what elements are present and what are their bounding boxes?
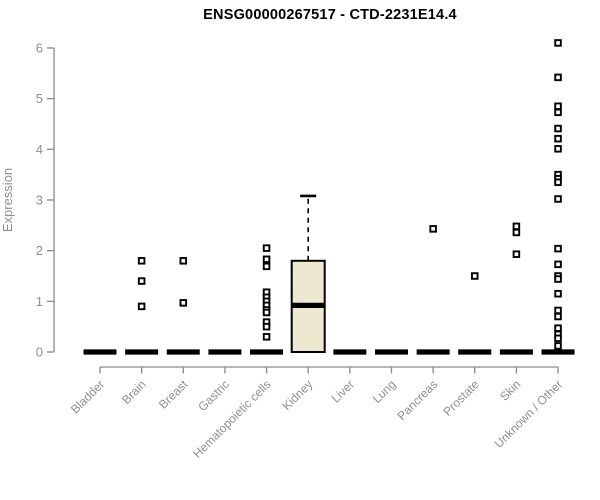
outlier-point-hematopoietic-cells [262,308,271,317]
outlier-point-unknown-other [554,134,562,143]
outlier-point-pancreas [429,225,437,233]
outlier-point-unknown-other [554,195,562,203]
x-tick-label-prostate: Prostate [440,377,482,419]
x-tick-label-pancreas: Pancreas [394,377,440,423]
outlier-point-skin [512,250,521,258]
outlier-point-unknown-other [554,275,562,283]
outlier-point-unknown-other [554,73,562,82]
x-tick-label-skin: Skin [497,377,523,403]
outlier-point-unknown-other [554,108,562,117]
outlier-point-unknown-other [554,289,562,298]
y-tick-label: 0 [36,345,43,360]
outlier-point-brain [137,277,146,285]
outlier-point-hematopoietic-cells [262,255,271,264]
outlier-point-unknown-other [554,306,562,315]
outlier-point-unknown-other [554,334,562,343]
x-tick-label-lung: Lung [370,377,399,406]
outlier-point-unknown-other [554,39,562,47]
y-tick-label: 6 [36,40,43,55]
chart-title: ENSG00000267517 - CTD-2231E14.4 [203,7,457,23]
outlier-point-unknown-other [554,342,562,350]
outlier-point-breast [179,257,188,265]
outlier-point-unknown-other [554,145,562,153]
outlier-point-prostate [471,272,479,280]
outlier-point-unknown-other [554,324,562,332]
outlier-point-breast [179,299,188,307]
x-tick-label-liver: Liver [329,377,357,405]
x-tick-label-brain: Brain [119,377,149,407]
outlier-point-brain [137,302,146,311]
x-tick-label-gastric: Gastric [195,377,232,414]
y-tick-label: 1 [36,294,43,309]
y-tick-label: 2 [36,243,43,258]
outlier-point-unknown-other [554,244,562,253]
outlier-point-skin [512,228,521,237]
outlier-point-skin [512,222,521,231]
outlier-point-unknown-other [554,124,562,133]
x-tick-label-hematopoietic-cells: Hematopoietic cells [190,377,273,460]
y-tick-label: 3 [36,192,43,207]
outlier-point-hematopoietic-cells [262,244,271,252]
outlier-point-unknown-other [554,260,562,269]
outlier-point-hematopoietic-cells [262,322,271,331]
y-tick-label: 5 [36,91,43,106]
outlier-point-unknown-other [554,102,562,111]
x-tick-label-breast: Breast [156,377,191,412]
outlier-point-brain [137,257,146,265]
x-tick-label-bladder: Bladder [68,377,107,416]
outlier-point-hematopoietic-cells [262,262,271,271]
y-tick-label: 4 [36,142,43,157]
outlier-point-unknown-other [554,178,562,187]
outlier-point-hematopoietic-cells [262,333,271,341]
x-tick-label-kidney: Kidney [279,377,315,413]
outlier-point-unknown-other [554,312,562,321]
